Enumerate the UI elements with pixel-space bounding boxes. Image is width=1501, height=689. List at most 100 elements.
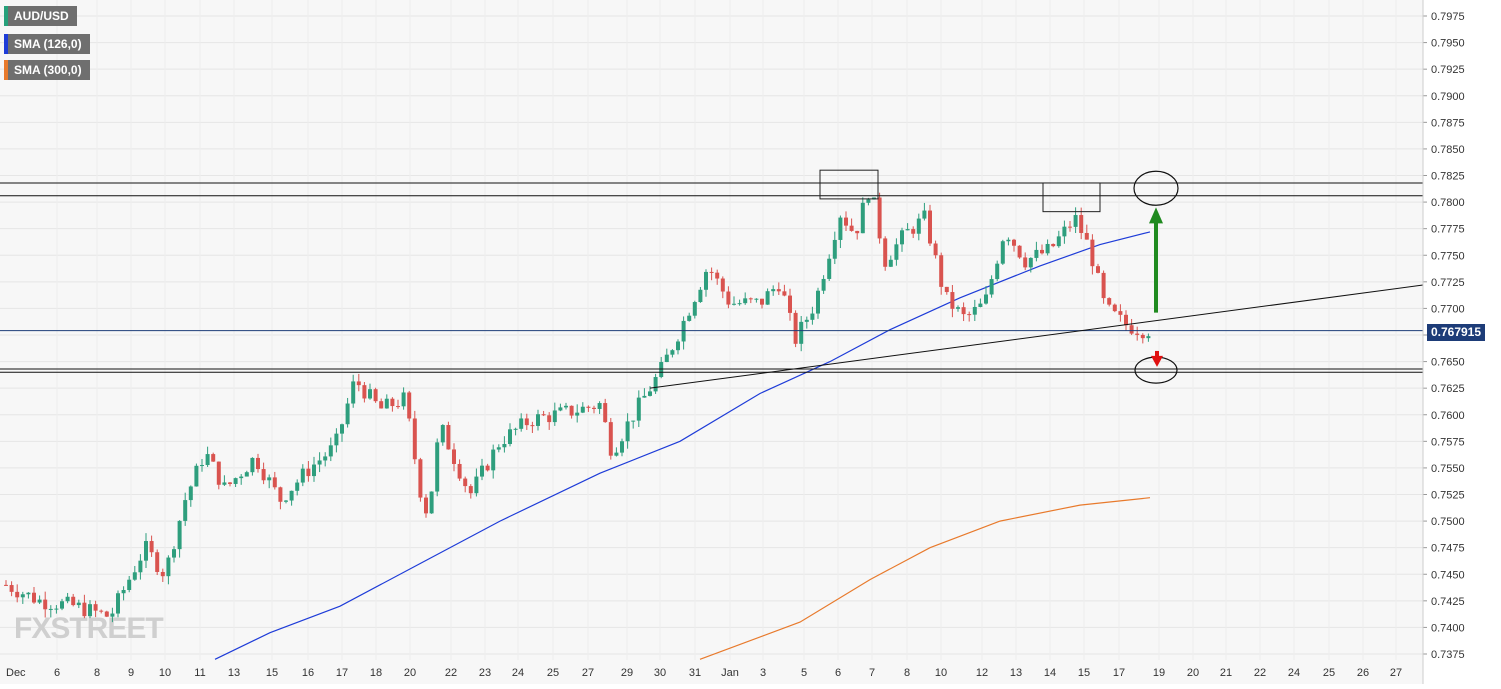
candle-body — [704, 271, 708, 290]
candle-body — [1045, 243, 1050, 254]
candle-body — [1146, 336, 1151, 339]
candle-body — [1073, 215, 1078, 227]
candle-body — [222, 482, 227, 485]
legend-label-sma-126: SMA (126,0) — [14, 37, 82, 51]
candle-body — [71, 596, 76, 606]
x-tick-label: 3 — [760, 667, 766, 679]
sma-300-path — [699, 497, 1151, 660]
y-tick-label: 0.7375 — [1431, 649, 1465, 661]
candle-body — [396, 406, 400, 408]
x-tick-label: 5 — [801, 667, 807, 679]
candle-body — [1056, 236, 1061, 247]
candle-body — [340, 424, 344, 434]
candle-body — [384, 398, 389, 409]
candle-body — [1028, 257, 1033, 268]
y-tick-label: 0.7825 — [1431, 171, 1465, 183]
x-tick-label: 20 — [404, 667, 416, 679]
current-price-badge: 0.767915 — [1427, 324, 1485, 341]
y-tick-label: 0.7650 — [1431, 357, 1465, 369]
y-tick-label: 0.7550 — [1431, 463, 1465, 475]
candle-body — [138, 560, 143, 573]
candle-body — [211, 454, 216, 462]
candle-body — [278, 487, 283, 502]
candle-body — [715, 272, 720, 279]
candle-body — [1140, 334, 1145, 339]
arrow-up-head — [1149, 207, 1163, 224]
x-tick-label: 6 — [835, 667, 841, 679]
y-tick-label: 0.7525 — [1431, 490, 1465, 502]
candle-body — [362, 385, 367, 399]
candle-body — [502, 444, 507, 448]
candle-body — [401, 392, 406, 407]
x-tick-label: 15 — [1078, 667, 1090, 679]
candle-body — [48, 608, 53, 610]
candle-body — [1084, 232, 1089, 240]
candle-body — [317, 460, 322, 465]
candle-body — [440, 425, 445, 443]
candle-body — [356, 381, 361, 386]
candle-body — [776, 289, 781, 292]
candle-body — [939, 255, 944, 287]
candle-body — [995, 263, 1000, 280]
candle-body — [496, 447, 501, 450]
candle-body — [552, 410, 557, 423]
candle-body — [978, 303, 983, 307]
highlight-box — [819, 169, 879, 200]
candle-body — [323, 456, 328, 461]
candle-body — [905, 229, 910, 231]
candle-body — [407, 392, 412, 419]
candle-body — [256, 457, 260, 470]
candle-body — [104, 611, 109, 617]
y-tick-label: 0.7600 — [1431, 410, 1465, 422]
candle-body — [1023, 257, 1028, 268]
candle-body — [194, 465, 199, 487]
x-tick-label: 10 — [935, 667, 947, 679]
candle-body — [1129, 325, 1134, 334]
candle-body — [1006, 239, 1011, 242]
candle-body — [894, 244, 899, 260]
candle-body — [1124, 314, 1128, 326]
candle-body — [463, 478, 468, 487]
candle-body — [676, 341, 680, 351]
x-tick-label: 27 — [1390, 667, 1402, 679]
x-tick-label: 20 — [1187, 667, 1199, 679]
candle-body — [166, 557, 171, 577]
candle-body — [575, 412, 580, 416]
candle-body — [687, 315, 692, 321]
y-tick-label: 0.7725 — [1431, 277, 1465, 289]
candle-body — [944, 286, 949, 293]
candle-body — [82, 602, 87, 617]
candle-body — [536, 414, 540, 426]
candle-body — [849, 225, 854, 231]
y-tick-label: 0.7975 — [1431, 11, 1465, 23]
candle-body — [765, 291, 770, 305]
candle-body — [732, 303, 736, 305]
candle-body — [1101, 272, 1106, 299]
candle-body — [592, 407, 596, 409]
candle-body — [390, 398, 395, 407]
candle-body — [709, 271, 714, 273]
candle-body — [519, 418, 524, 429]
x-tick-label: 24 — [1288, 667, 1300, 679]
candle-body — [250, 457, 255, 473]
candle-body — [351, 381, 356, 404]
candle-body — [1079, 215, 1084, 233]
candle-body — [485, 465, 490, 471]
candle-body — [284, 500, 288, 502]
candle-body — [642, 395, 647, 398]
legend-swatch-aud-usd — [4, 6, 8, 26]
watermark: FXSTREET — [14, 612, 163, 645]
y-tick-label: 0.7625 — [1431, 383, 1465, 395]
y-tick-label: 0.7925 — [1431, 64, 1465, 76]
x-tick-label: 29 — [621, 667, 633, 679]
candle-body — [4, 584, 8, 586]
sma-126-line — [214, 231, 1151, 660]
candle-body — [188, 486, 193, 501]
legend-aud-usd[interactable]: AUD/USD — [4, 6, 77, 26]
candle-body — [698, 289, 703, 303]
legend-sma-300[interactable]: SMA (300,0) — [4, 60, 90, 80]
legend-sma-126[interactable]: SMA (126,0) — [4, 34, 90, 54]
candle-body — [373, 389, 378, 402]
candle-body — [670, 350, 675, 355]
